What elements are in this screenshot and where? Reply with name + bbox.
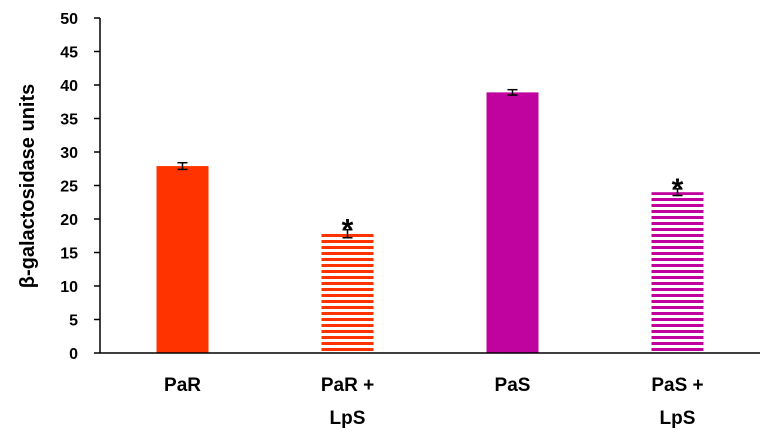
y-tick-label: 15 [60, 246, 78, 263]
bar [156, 166, 209, 353]
x-category-label: PaR [164, 375, 201, 396]
y-tick-label: 25 [60, 179, 78, 196]
bars: ** [156, 88, 704, 354]
bar [651, 192, 704, 353]
bar [486, 92, 539, 354]
y-tick-label: 40 [60, 78, 78, 95]
y-tick-label: 50 [60, 11, 78, 28]
x-category-label: PaR + [321, 375, 374, 396]
y-tick-label: 30 [60, 145, 78, 162]
x-category-label: LpS [330, 408, 366, 429]
y-tick-label: 10 [60, 279, 78, 296]
x-category-label: PaS + [651, 375, 703, 396]
y-tick-label: 45 [60, 45, 78, 62]
y-tick-label: 5 [69, 313, 78, 330]
y-axis: 0 5 10 15 20 25 30 35 40 45 50 [60, 11, 101, 363]
y-axis-title: β-galactosidase units [17, 84, 39, 288]
y-tick-label: 20 [60, 212, 78, 229]
significance-marker: * [672, 173, 684, 206]
x-category-label: LpS [660, 408, 696, 429]
x-category-label: PaS [495, 375, 531, 396]
y-tick-label: 0 [69, 346, 78, 363]
bar [321, 233, 374, 353]
y-tick-label: 35 [60, 112, 78, 129]
x-axis: PaR PaR + LpS PaS PaS + LpS [100, 352, 760, 429]
significance-marker: * [342, 214, 354, 247]
